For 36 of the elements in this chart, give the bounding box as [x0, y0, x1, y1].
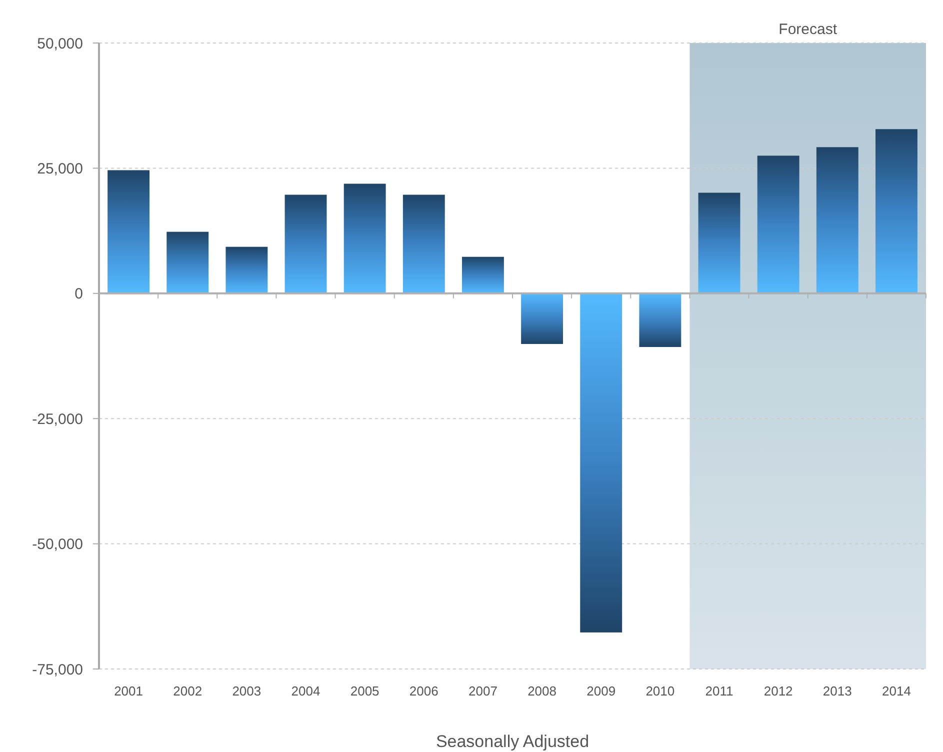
bar [521, 293, 564, 344]
bar [580, 293, 622, 632]
x-tick-label: 2009 [586, 684, 616, 699]
x-tick-label: 2001 [114, 684, 143, 699]
x-tick-label: 2007 [468, 684, 498, 699]
x-tick-label: 2003 [232, 684, 262, 699]
x-tick-label: 2002 [173, 684, 202, 699]
bar [344, 184, 386, 294]
x-tick-label: 2012 [764, 684, 793, 699]
x-tick-label: 2008 [528, 684, 556, 699]
bar [639, 293, 682, 347]
band-label: Forecast [778, 21, 838, 38]
bar [166, 232, 209, 294]
x-tick-label: 2010 [646, 684, 675, 699]
bar [402, 194, 445, 294]
bar [284, 194, 327, 294]
y-tick-label: 0 [74, 286, 83, 303]
x-tick-label: 2005 [350, 684, 380, 699]
y-tick-label: 50,000 [37, 35, 83, 52]
bar [816, 147, 858, 294]
y-tick-label: -75,000 [32, 661, 83, 678]
bar [875, 129, 918, 294]
x-tick-label: 2006 [409, 684, 438, 699]
bar [108, 170, 150, 294]
x-tick-label: 2013 [822, 684, 852, 699]
y-tick-label: -50,000 [32, 536, 83, 554]
bar [698, 192, 740, 294]
bar [757, 156, 800, 294]
bar [462, 256, 504, 294]
y-tick-label: 25,000 [37, 160, 83, 178]
x-axis-title: Seasonally Adjusted [436, 732, 590, 751]
x-tick-label: 2011 [705, 684, 734, 699]
y-tick-label: -25,000 [32, 410, 83, 428]
bar [226, 246, 268, 294]
x-tick-label: 2014 [882, 684, 911, 699]
x-tick-label: 2004 [291, 684, 320, 699]
